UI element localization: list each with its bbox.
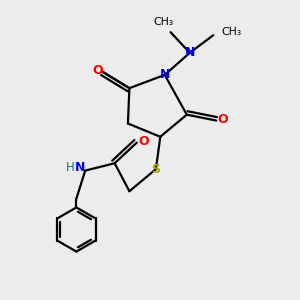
- Text: CH₃: CH₃: [222, 27, 242, 37]
- Text: O: O: [138, 135, 148, 148]
- Text: O: O: [92, 64, 103, 77]
- Text: S: S: [151, 163, 160, 176]
- Text: H: H: [65, 161, 74, 174]
- Text: N: N: [160, 68, 170, 81]
- Text: CH₃: CH₃: [153, 17, 173, 27]
- Text: O: O: [218, 112, 228, 126]
- Text: N: N: [185, 46, 196, 59]
- Text: N: N: [75, 161, 85, 174]
